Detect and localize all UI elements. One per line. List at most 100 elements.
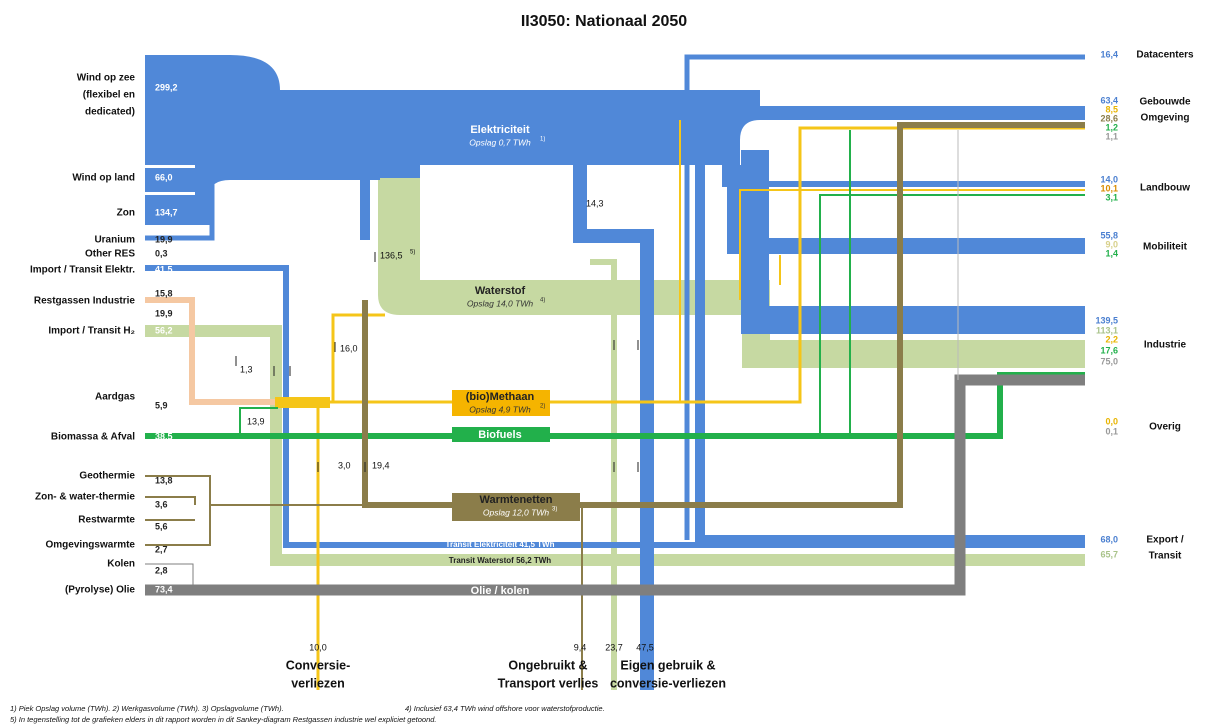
- source-value: 3,6: [155, 499, 168, 509]
- carrier-storage: Opslag 14,0 TWh: [467, 298, 533, 308]
- source-value: 13,8: [155, 475, 173, 485]
- flow-label: 19,4: [372, 460, 390, 470]
- flow-label: 136,5: [380, 250, 403, 260]
- carrier-name: Transit Elektriciteit 41,5 TWh: [446, 540, 555, 549]
- carrier-storage: Opslag 12,0 TWh: [483, 507, 549, 517]
- destination-value: 55,8: [1100, 230, 1118, 240]
- footnote: 5) In tegenstelling tot de grafieken eld…: [10, 715, 437, 724]
- destination-value: 113,1: [1096, 325, 1118, 335]
- flows: [145, 54, 1085, 690]
- destination-value: 139,5: [1095, 315, 1118, 325]
- methane-hub: [275, 397, 330, 408]
- source-value: 56,2: [155, 325, 173, 335]
- destination-value: 8,5: [1105, 104, 1118, 114]
- heat-sources: [145, 475, 365, 546]
- flow-label: 16,0: [340, 343, 358, 353]
- source-value: 73,4: [155, 584, 173, 594]
- source-value: 134,7: [155, 207, 178, 217]
- source-label: Restgassen Industrie: [34, 296, 136, 307]
- destination-value: 9,0: [1105, 239, 1118, 249]
- carrier-note: 3): [552, 507, 557, 513]
- loss-label: Conversie-: [286, 658, 351, 672]
- source-value: 41,5: [155, 264, 173, 274]
- electricity-loss: [573, 165, 654, 690]
- electricity-wind-sea: [145, 55, 740, 178]
- flow-arrows: [235, 252, 639, 472]
- carrier-note: 2): [540, 404, 545, 410]
- destination-value: 28,6: [1100, 113, 1118, 123]
- heat-flow: [362, 122, 1085, 508]
- destination-label: Transit: [1149, 551, 1182, 562]
- destination-value: 68,0: [1100, 534, 1118, 544]
- loss-value: 10,0: [309, 642, 327, 652]
- methane-box: [452, 390, 550, 416]
- destination-label: Datacenters: [1136, 50, 1194, 61]
- source-label: (flexibel en: [83, 90, 135, 101]
- carrier-name: Elektriciteit: [470, 124, 530, 136]
- source-value: 19,9: [155, 308, 173, 318]
- source-label: Biomassa & Afval: [51, 432, 135, 443]
- loss-value: 47,5: [636, 642, 654, 652]
- source-label: Other RES: [85, 249, 135, 260]
- source-label: (Pyrolyse) Olie: [65, 585, 135, 596]
- loss-value: 9,4: [574, 642, 587, 652]
- source-label: Aardgas: [95, 392, 135, 403]
- source-value: 19,9: [155, 234, 173, 244]
- loss-label: Eigen gebruik &: [620, 658, 715, 672]
- source-label: Geothermie: [79, 471, 135, 482]
- source-label: Omgevingswarmte: [46, 540, 136, 551]
- source-value: 15,8: [155, 288, 173, 298]
- source-value: 2,7: [155, 544, 168, 554]
- destination-value: 65,7: [1100, 549, 1118, 559]
- destination-value: 14,0: [1100, 174, 1118, 184]
- loss-label: Ongebruikt &: [508, 658, 587, 672]
- loss-value: 23,7: [605, 642, 623, 652]
- restgas-flow: [145, 297, 280, 405]
- hydrogen-import-flow: [145, 325, 1085, 566]
- source-value: 299,2: [155, 82, 178, 92]
- oil-flow: [145, 374, 1085, 596]
- carrier-name: Warmtenetten: [480, 494, 553, 506]
- flow-label: 5): [410, 250, 415, 256]
- biofuel-box: [452, 427, 550, 442]
- destination-label: Overig: [1149, 422, 1181, 433]
- source-label: Zon: [117, 208, 135, 219]
- destination-value: 1,4: [1105, 248, 1118, 258]
- destination-value: 16,4: [1100, 49, 1118, 59]
- loss-label: Transport verlies: [498, 676, 599, 690]
- loss-label: verliezen: [291, 676, 345, 690]
- destination-value: 2,2: [1105, 334, 1118, 344]
- destination-value: 1,1: [1105, 131, 1118, 141]
- methane-buildings: [679, 120, 1085, 402]
- biofuel-branch: [239, 130, 1085, 436]
- destination-value: 10,1: [1100, 183, 1118, 193]
- electricity-industry: [741, 150, 1085, 334]
- loss-label: conversie-verliezen: [610, 676, 726, 690]
- source-label: Wind op land: [72, 173, 135, 184]
- flow-label: 3,0: [338, 460, 351, 470]
- electricity-buildings: [740, 90, 1085, 140]
- carrier-storage: Opslag 4,9 TWh: [469, 404, 531, 414]
- electricity-mobility: [727, 165, 1085, 254]
- destination-value: 0,0: [1105, 416, 1118, 426]
- source-label: Uranium: [94, 235, 135, 246]
- destination-label: Gebouwde: [1139, 97, 1191, 108]
- source-value: 0,3: [155, 248, 168, 258]
- footnote: 1) Piek Opslag volume (TWh). 2) Werkgasv…: [10, 704, 284, 713]
- destination-value: 1,2: [1105, 122, 1118, 132]
- electricity-uranium: [145, 165, 215, 241]
- hydrogen-loss: [590, 259, 617, 690]
- carrier-name: Biofuels: [478, 429, 521, 441]
- source-label: Import / Transit H₂: [48, 326, 135, 337]
- source-label: Zon- & water-thermie: [35, 492, 135, 503]
- source-label: dedicated): [85, 107, 135, 118]
- title: II3050: Nationaal 2050: [521, 13, 687, 30]
- destination-label: Omgeving: [1141, 113, 1190, 124]
- carrier-note: 4): [540, 298, 545, 304]
- source-value: 38,5: [155, 431, 173, 441]
- heat-box: [452, 493, 580, 521]
- destination-value: 0,1: [1105, 426, 1118, 436]
- electricity-branch: [195, 165, 380, 225]
- carrier-storage: Opslag 0,7 TWh: [469, 137, 531, 147]
